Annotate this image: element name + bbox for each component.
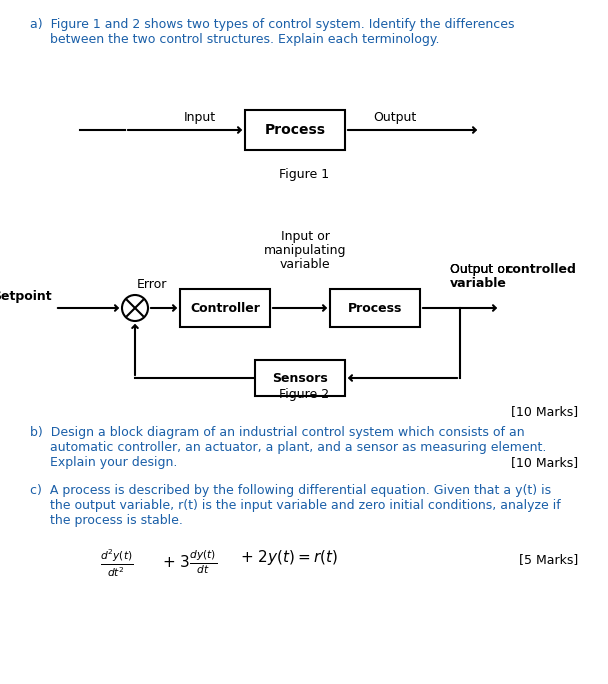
Text: Setpoint: Setpoint [0,290,52,303]
Text: Process: Process [348,302,402,315]
Text: b)  Design a block diagram of an industrial control system which consists of an: b) Design a block diagram of an industri… [30,426,525,439]
Text: Input: Input [184,111,216,124]
Text: [5 Marks]: [5 Marks] [519,553,578,566]
Bar [180,289,270,327]
Text: a)  Figure 1 and 2 shows two types of control system. Identify the differences: a) Figure 1 and 2 shows two types of con… [30,18,514,31]
Text: $\frac{d^2y(t)}{dt^2}$: $\frac{d^2y(t)}{dt^2}$ [100,548,134,579]
Text: [10 Marks]: [10 Marks] [511,405,578,418]
Text: Error: Error [137,278,167,291]
Text: Figure 2: Figure 2 [279,388,329,401]
Text: Controller: Controller [190,302,260,315]
Text: Output: Output [373,111,416,124]
Text: Input or: Input or [280,230,330,243]
Text: the process is stable.: the process is stable. [30,514,183,527]
Text: controlled: controlled [505,263,576,276]
Text: between the two control structures. Explain each terminology.: between the two control structures. Expl… [30,33,440,46]
Text: $+ \ 3\frac{dy(t)}{dt}$: $+ \ 3\frac{dy(t)}{dt}$ [162,548,217,576]
Text: automatic controller, an actuator, a plant, and a sensor as measuring element.: automatic controller, an actuator, a pla… [30,441,547,454]
Circle shape [122,295,148,321]
Bar [255,360,345,396]
Text: Process: Process [264,123,325,137]
Text: the output variable, r(t) is the input variable and zero initial conditions, ana: the output variable, r(t) is the input v… [30,499,561,512]
Bar [330,289,420,327]
Bar [245,110,345,150]
Text: Figure 1: Figure 1 [279,168,329,181]
Text: manipulating: manipulating [264,244,346,257]
Text: Output or: Output or [450,263,514,276]
Text: variable: variable [280,258,330,271]
Text: Sensors: Sensors [272,371,328,384]
Text: c)  A process is described by the following differential equation. Given that a : c) A process is described by the followi… [30,484,551,497]
Text: variable: variable [450,277,507,290]
Text: Output or: Output or [450,263,514,276]
Text: Explain your design.: Explain your design. [30,456,178,469]
Text: Output or: Output or [450,263,514,276]
Text: $+ \ 2y(t) = r(t)$: $+ \ 2y(t) = r(t)$ [240,548,338,567]
Text: [10 Marks]: [10 Marks] [511,456,578,469]
